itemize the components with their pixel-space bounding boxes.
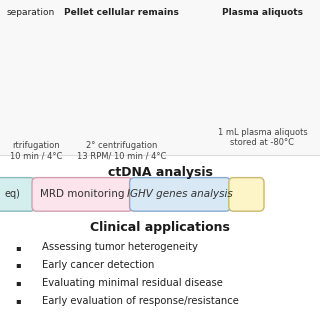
Text: ▪: ▪ — [15, 296, 20, 305]
Text: Evaluating minimal residual disease: Evaluating minimal residual disease — [42, 278, 222, 288]
Text: ▪: ▪ — [15, 278, 20, 287]
Text: eq): eq) — [4, 189, 20, 199]
FancyBboxPatch shape — [32, 178, 133, 211]
Text: ctDNA analysis: ctDNA analysis — [108, 166, 212, 179]
FancyBboxPatch shape — [0, 0, 320, 155]
Text: Pellet cellular remains: Pellet cellular remains — [64, 8, 179, 17]
Text: MRD monitoring: MRD monitoring — [40, 189, 125, 199]
Text: Clinical applications: Clinical applications — [90, 221, 230, 234]
Text: 2° centrifugation
13 RPM/ 10 min / 4°C: 2° centrifugation 13 RPM/ 10 min / 4°C — [77, 141, 166, 160]
FancyBboxPatch shape — [229, 178, 264, 211]
Text: 1 mL plasma aliquots
stored at -80°C: 1 mL plasma aliquots stored at -80°C — [218, 128, 307, 148]
Text: Early cancer detection: Early cancer detection — [42, 260, 154, 270]
FancyBboxPatch shape — [130, 178, 230, 211]
Text: rtrifugation
10 min / 4°C: rtrifugation 10 min / 4°C — [10, 141, 62, 160]
Text: ▪: ▪ — [15, 260, 20, 269]
Text: IGHV genes analysis: IGHV genes analysis — [127, 189, 233, 199]
Text: ▪: ▪ — [15, 243, 20, 252]
FancyBboxPatch shape — [0, 178, 35, 211]
Text: Early evaluation of response/resistance: Early evaluation of response/resistance — [42, 296, 238, 306]
Text: separation: separation — [6, 8, 55, 17]
Text: Plasma aliquots: Plasma aliquots — [222, 8, 303, 17]
Text: Assessing tumor heterogeneity: Assessing tumor heterogeneity — [42, 242, 197, 252]
